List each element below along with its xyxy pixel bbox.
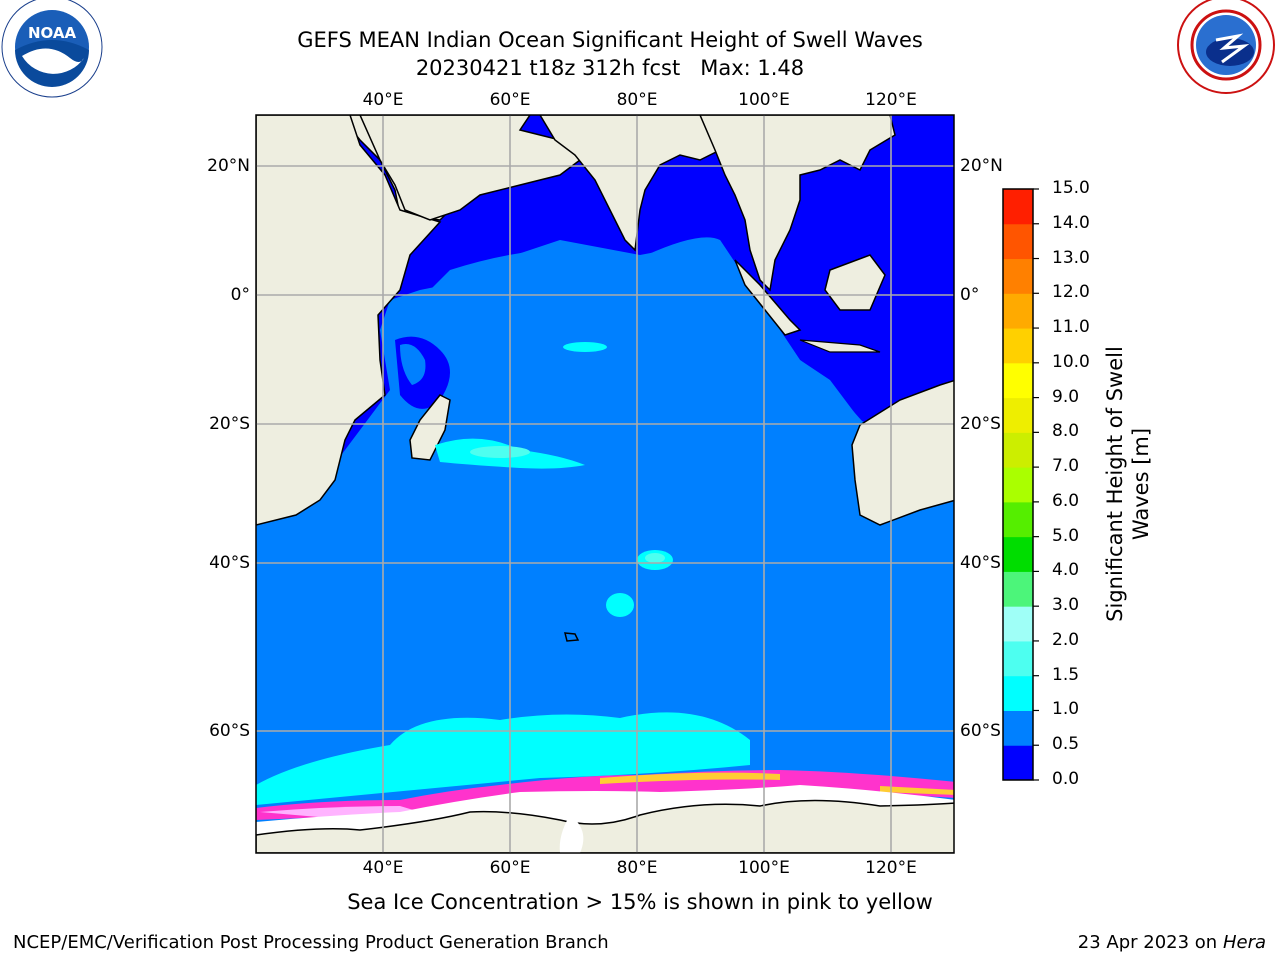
- lat-label-left: 40°S: [209, 553, 250, 573]
- colorbar-frame: [1002, 188, 1034, 781]
- lat-label-right: 0°: [960, 285, 980, 305]
- map-area: [256, 115, 954, 853]
- colorbar-tick-label: 14.0: [1052, 212, 1090, 233]
- lon-label-bottom: 60°E: [489, 858, 531, 878]
- lat-label-right: 20°S: [960, 414, 1001, 434]
- southeast-asia-land: [699, 115, 896, 292]
- lat-label-right: 20°N: [960, 156, 1003, 176]
- lon-label-bottom: 40°E: [362, 858, 404, 878]
- colorbar-tick-label: 10.0: [1052, 351, 1090, 372]
- map-title-line1: GEFS MEAN Indian Ocean Significant Heigh…: [297, 28, 923, 52]
- colorbar-tick-label: 4.0: [1052, 560, 1080, 581]
- colorbar-swatch: [1003, 258, 1033, 294]
- colorbar-swatch: [1003, 640, 1033, 677]
- colorbar-swatch: [1003, 710, 1033, 746]
- lat-label-left: 0°: [230, 285, 250, 305]
- colorbar-swatch: [1003, 397, 1033, 433]
- lon-label-bottom: 80°E: [616, 858, 658, 878]
- colorbar: [1002, 188, 1039, 781]
- colorbar-tick-label: 9.0: [1052, 386, 1080, 407]
- colorbar-swatch: [1003, 675, 1033, 711]
- colorbar-tick-label: 8.0: [1052, 421, 1080, 442]
- colorbar-tick-label: 11.0: [1052, 317, 1090, 338]
- colorbar-swatch: [1003, 571, 1033, 607]
- africa-land: [256, 115, 442, 526]
- colorbar-swatch: [1003, 328, 1033, 364]
- colorbar-tick-label: 5.0: [1052, 525, 1080, 546]
- colorbar-swatch: [1003, 189, 1033, 225]
- antarctica-land: [256, 799, 954, 853]
- colorbar-tick-label: 2.0: [1052, 629, 1080, 650]
- sea-ice-note: Sea Ice Concentration > 15% is shown in …: [347, 890, 933, 914]
- colorbar-swatch: [1003, 501, 1033, 538]
- colorbar-swatch: [1003, 432, 1033, 468]
- footer-credit: NCEP/EMC/Verification Post Processing Pr…: [13, 932, 609, 953]
- colorbar-tick-label: 1.0: [1052, 699, 1080, 720]
- lon-label-bottom: 120°E: [865, 858, 917, 878]
- colorbar-tick-label: 12.0: [1052, 282, 1090, 303]
- footer-host: Hera: [1222, 932, 1266, 953]
- lon-label-top: 120°E: [865, 90, 917, 110]
- lon-label-bottom: 100°E: [738, 858, 790, 878]
- colorbar-tick-label: 6.0: [1052, 490, 1080, 511]
- arabia-land: [359, 115, 582, 221]
- colorbar-tick-label: 13.0: [1052, 247, 1090, 268]
- colorbar-tick-label: 15.0: [1052, 178, 1090, 198]
- india-land: [539, 115, 721, 252]
- colorbar-tick-label: 0.0: [1052, 769, 1080, 789]
- noaa-logo-text: NOAA: [28, 24, 77, 42]
- footer-date: 23 Apr 2023 on Hera: [1078, 932, 1266, 953]
- colorbar-swatch: [1003, 362, 1033, 399]
- nws-logo: [1177, 0, 1275, 94]
- lon-label-top: 100°E: [738, 90, 790, 110]
- colorbar-swatch: [1003, 745, 1033, 781]
- footer-date-text: 23 Apr 2023 on: [1077, 932, 1223, 953]
- map-frame: [255, 114, 955, 854]
- lon-label-top: 40°E: [362, 90, 404, 110]
- lon-label-top: 60°E: [489, 90, 531, 110]
- colorbar-tick-label: 1.5: [1052, 664, 1080, 685]
- colorbar-swatch: [1003, 223, 1033, 260]
- lat-label-right: 40°S: [960, 553, 1001, 573]
- colorbar-swatch: [1003, 606, 1033, 642]
- colorbar-title: Significant Height of Swell Waves [m]: [1103, 346, 1153, 622]
- colorbar-swatch: [1003, 467, 1033, 503]
- lat-label-left: 60°S: [209, 721, 250, 741]
- map-title-line2: 20230421 t18z 312h fcst Max: 1.48: [415, 56, 805, 80]
- australia-land: [851, 379, 954, 526]
- lat-label-right: 60°S: [960, 721, 1001, 741]
- colorbar-tick-label: 3.0: [1052, 595, 1080, 616]
- colorbar-swatch: [1003, 293, 1033, 329]
- lon-label-top: 80°E: [616, 90, 658, 110]
- colorbar-swatch: [1003, 536, 1033, 572]
- lat-label-left: 20°N: [207, 156, 250, 176]
- lat-label-left: 20°S: [209, 414, 250, 434]
- colorbar-tick-label: 0.5: [1052, 734, 1080, 755]
- sea-ice-yellow: [600, 772, 780, 784]
- map-gridlines: [256, 115, 954, 853]
- colorbar-tick-label: 7.0: [1052, 456, 1080, 477]
- noaa-logo: NOAA: [1, 0, 103, 98]
